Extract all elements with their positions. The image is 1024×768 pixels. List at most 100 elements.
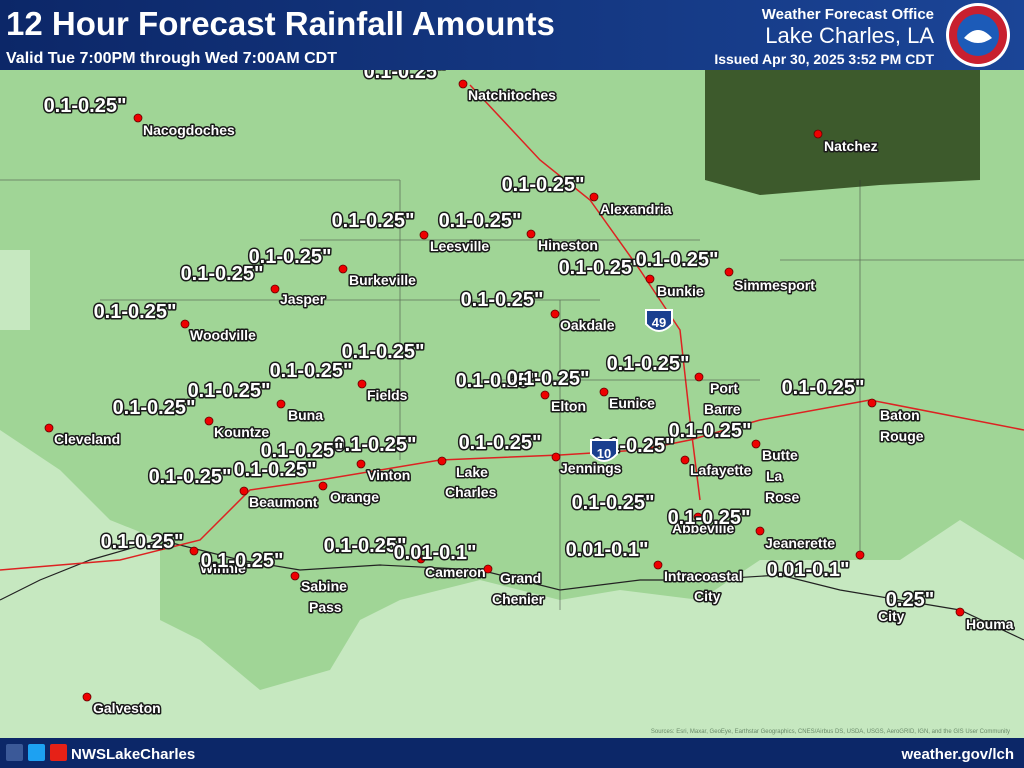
city-dot xyxy=(483,564,493,574)
city-dot xyxy=(357,379,367,389)
city-label: Orange xyxy=(330,489,379,505)
coastline xyxy=(0,539,1024,641)
city-label: Jennings xyxy=(560,460,622,476)
city-label: Eunice xyxy=(609,395,655,411)
city-dot xyxy=(813,129,823,139)
city-label: Burkeville xyxy=(349,272,416,288)
city-label: Cameron xyxy=(425,564,486,580)
city-label: La xyxy=(766,468,783,484)
city-dot xyxy=(550,309,560,319)
rainfall-amount: 0.1-0.25" xyxy=(572,492,655,514)
satellite-patch xyxy=(705,70,980,195)
shield-49: 49 xyxy=(645,309,673,332)
rainfall-amount: 0.25" xyxy=(886,589,934,611)
rainfall-amount: 0.1-0.25" xyxy=(342,341,425,363)
rainfall-amount: 0.1-0.25" xyxy=(332,210,415,232)
city-dot xyxy=(189,546,199,556)
rainfall-amount: 0.01-0.1" xyxy=(767,559,850,581)
city-label: Cleveland xyxy=(54,431,120,447)
city-dot xyxy=(290,571,300,581)
city-label: Natchitoches xyxy=(468,87,556,103)
city-dot xyxy=(867,398,877,408)
rainfall-amount: 0.1-0.25" xyxy=(607,353,690,375)
city-dot xyxy=(589,192,599,202)
website[interactable]: weather.gov/lch xyxy=(900,746,1014,763)
social-handle[interactable]: NWSLakeCharles xyxy=(71,746,195,763)
city-label: Jasper xyxy=(280,291,326,307)
rainfall-amount: 0.1-0.25" xyxy=(668,507,751,529)
city-label: Kountze xyxy=(214,424,269,440)
city-label: City xyxy=(694,588,721,604)
city-dot xyxy=(855,550,865,560)
rainfall-amount: 0.1-0.25" xyxy=(44,95,127,117)
rainfall-amount: 0.1-0.25" xyxy=(188,380,271,402)
youtube-icon[interactable] xyxy=(50,744,67,761)
city-label: Alexandria xyxy=(600,201,672,217)
rainfall-amount: 0.1-0.25" xyxy=(149,466,232,488)
city-label: Rose xyxy=(765,489,799,505)
city-dot xyxy=(318,481,328,491)
city-label: Chenier xyxy=(492,591,545,607)
rainfall-amount: 0.1-0.25" xyxy=(459,432,542,454)
city-label: Vinton xyxy=(367,467,410,483)
header-bar xyxy=(0,0,1024,70)
rainfall-amount: 0.1-0.25" xyxy=(461,289,544,311)
city-label: Bunkie xyxy=(657,283,704,299)
interstates xyxy=(0,84,1024,571)
rainfall-amount: 0.1-0.25" xyxy=(502,174,585,196)
twitter-icon[interactable] xyxy=(28,744,45,761)
city-label: Barre xyxy=(704,401,741,417)
city-dot xyxy=(755,526,765,536)
shield-label: 10 xyxy=(597,446,611,461)
city-dot xyxy=(82,692,92,702)
city-dot xyxy=(416,554,426,564)
city-label: Grand xyxy=(500,570,541,586)
city-dot xyxy=(680,455,690,465)
city-label: Lafayette xyxy=(690,462,752,478)
city-label: Elton xyxy=(551,398,586,414)
city-label: City xyxy=(878,608,905,624)
city-dot xyxy=(526,229,536,239)
city-label: Lake xyxy=(456,464,488,480)
rainfall-amount: 0.1-0.25" xyxy=(270,360,353,382)
city-dot xyxy=(599,387,609,397)
rainfall-amount: 0.1-0.25" xyxy=(334,434,417,456)
city-label: Port xyxy=(710,380,738,396)
city-label: Jeanerette xyxy=(765,535,835,551)
city-dot xyxy=(419,230,429,240)
city-label: Winnie xyxy=(200,560,246,576)
city-label: Abbeville xyxy=(672,520,734,536)
city-dot xyxy=(751,439,761,449)
rainfall-amount: 0.1-0.25" xyxy=(559,257,642,279)
rainfall-amount: 0.1-0.25" xyxy=(324,535,407,557)
city-label: Buna xyxy=(288,407,323,423)
rainfall-amount: 0.1-0.25" xyxy=(181,263,264,285)
city-label: Galveston xyxy=(93,700,161,716)
rainfall-amount: 0.1-0.25" xyxy=(507,368,590,390)
city-dot xyxy=(239,486,249,496)
city-label: Woodville xyxy=(190,327,256,343)
city-label: Simmesport xyxy=(734,277,815,293)
footer-bar xyxy=(0,738,1024,768)
nws-logo xyxy=(946,3,1010,67)
city-dot xyxy=(356,459,366,469)
city-dot xyxy=(540,390,550,400)
city-dot xyxy=(693,512,703,522)
location: Lake Charles, LA xyxy=(765,23,934,48)
facebook-icon[interactable] xyxy=(6,744,23,761)
rainfall-amount: 0.1-0.25" xyxy=(636,249,719,271)
city-label: Leesville xyxy=(430,238,489,254)
rainfall-amount: 0.1-0.25" xyxy=(94,301,177,323)
city-dot xyxy=(204,416,214,426)
city-dot xyxy=(458,79,468,89)
city-dot xyxy=(724,267,734,277)
city-label: Intracoastal xyxy=(664,568,743,584)
city-dot xyxy=(645,274,655,284)
subtitle: Valid Tue 7:00PM through Wed 7:00AM CDT xyxy=(6,50,337,67)
city-label: Butte xyxy=(762,447,798,463)
city-label: Nacogdoches xyxy=(143,122,235,138)
rainfall-amount: 0.1-0.25" xyxy=(234,459,317,481)
rainfall-amount: 0.1-0.25" xyxy=(101,531,184,553)
rainfall-amount: 0.1-0.25" xyxy=(249,246,332,268)
